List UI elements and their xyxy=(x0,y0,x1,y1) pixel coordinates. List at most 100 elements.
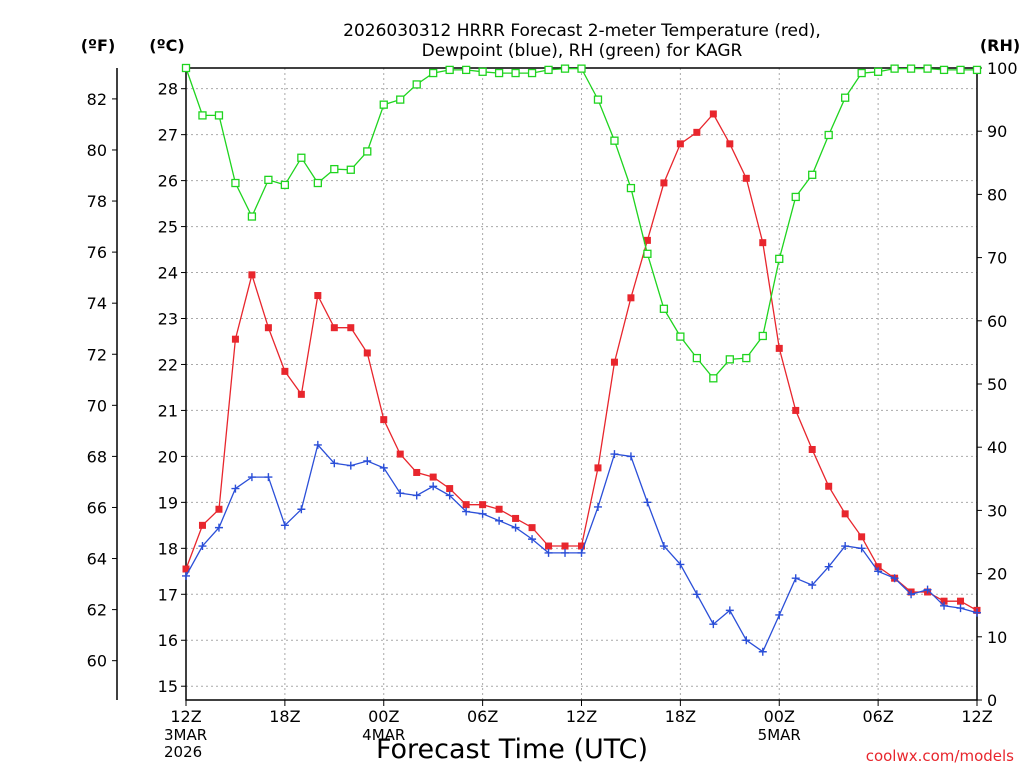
rh-point xyxy=(873,67,883,76)
rh-point xyxy=(181,63,191,73)
rh-tick-label: 50 xyxy=(987,375,1007,394)
temperature-point xyxy=(215,505,223,513)
dewpoint-point xyxy=(379,463,388,472)
temperature-point xyxy=(874,563,882,571)
rh-point xyxy=(330,164,339,174)
dewpoint-point xyxy=(742,636,751,645)
temperature-point xyxy=(561,542,569,550)
dewpoint-point xyxy=(561,548,570,557)
temperature-point xyxy=(446,485,454,493)
dewpoint-point xyxy=(478,509,487,518)
celsius-tick-label: 26 xyxy=(158,172,178,191)
axes-layer xyxy=(112,67,982,706)
rh-point xyxy=(659,304,669,313)
rh-tick-label: 60 xyxy=(987,312,1007,331)
rh-point xyxy=(610,136,619,145)
celsius-tick-label: 22 xyxy=(158,355,178,374)
temperature-point xyxy=(676,140,684,148)
fahrenheit-tick-label: 60 xyxy=(87,652,107,671)
temperature-point xyxy=(264,324,272,332)
dewpoint-point xyxy=(874,567,883,576)
celsius-tick-label: 23 xyxy=(158,310,178,329)
rh-point xyxy=(692,353,702,363)
dewpoint-point xyxy=(231,484,240,493)
rh-point xyxy=(511,68,520,78)
dewpoint-point xyxy=(791,574,800,583)
temperature-point xyxy=(495,505,503,513)
temperature-point xyxy=(281,367,289,375)
dewpoint-point xyxy=(214,523,223,532)
temperature-point xyxy=(545,542,553,550)
rh-point xyxy=(494,68,504,78)
temperature-point xyxy=(841,510,849,518)
dewpoint-point xyxy=(890,574,899,583)
dewpoint-point xyxy=(429,482,438,491)
celsius-tick-label: 21 xyxy=(158,401,178,420)
dewpoint-point xyxy=(313,440,322,449)
celsius-tick-label: 19 xyxy=(158,493,178,512)
rh-point xyxy=(824,130,833,140)
temperature-point xyxy=(858,533,866,541)
rh-point xyxy=(445,65,454,75)
temperature-point xyxy=(759,239,767,247)
dewpoint-point xyxy=(973,608,981,617)
dewpoint-point xyxy=(676,560,685,569)
rh-point xyxy=(890,64,899,73)
rh-point xyxy=(956,65,965,75)
rh-tick-label: 0 xyxy=(987,691,997,710)
celsius-tick-label: 18 xyxy=(158,539,178,558)
date-label: 4MAR xyxy=(362,726,405,744)
date-label: 3MAR xyxy=(164,726,207,744)
dewpoint-point xyxy=(182,571,190,580)
dewpoint-point xyxy=(709,620,718,629)
dewpoint-point xyxy=(247,473,256,482)
fahrenheit-tick-label: 72 xyxy=(87,345,107,364)
rh-point xyxy=(280,180,290,190)
dewpoint-point xyxy=(330,459,339,468)
dewpoint-point xyxy=(528,535,537,544)
temperature-point xyxy=(413,468,421,476)
rh-point xyxy=(264,175,273,185)
temperature-point xyxy=(792,406,800,414)
dewpoint-point xyxy=(659,542,668,551)
x-tick-label: 18Z xyxy=(665,707,696,726)
dewpoint-point xyxy=(346,461,355,470)
rh-point xyxy=(544,65,553,75)
dewpoint-point xyxy=(363,456,372,465)
celsius-tick-label: 16 xyxy=(158,631,178,650)
rh-point xyxy=(198,111,207,120)
rh-point xyxy=(709,374,718,383)
dewpoint-point xyxy=(593,502,602,511)
temperature-point xyxy=(396,450,404,458)
rh-point xyxy=(725,355,734,364)
chart-title-line-1: 2026030312 HRRR Forecast 2-meter Tempera… xyxy=(343,21,821,41)
rh-point xyxy=(560,64,570,73)
rh-point xyxy=(214,111,224,120)
dewpoint-point xyxy=(808,581,817,590)
dewpoint-point xyxy=(725,606,734,615)
rh-point xyxy=(626,183,636,193)
dewpoint-point xyxy=(824,562,833,571)
rh-point xyxy=(363,147,372,156)
temperature-point xyxy=(512,514,520,522)
dewpoint-point xyxy=(264,473,273,482)
rh-point xyxy=(775,254,784,264)
rh-tick-label: 40 xyxy=(987,438,1007,457)
rh-tick-label: 20 xyxy=(987,565,1007,584)
fahrenheit-unit-label: (ºF) xyxy=(81,36,116,55)
temperature-point xyxy=(462,501,470,509)
temperature-point xyxy=(660,179,668,187)
fahrenheit-tick-label: 74 xyxy=(87,294,107,313)
rh-tick-label: 30 xyxy=(987,501,1007,520)
rh-point xyxy=(297,153,306,162)
fahrenheit-tick-label: 82 xyxy=(87,90,107,109)
temperature-point xyxy=(479,501,487,509)
dewpoint-point xyxy=(775,610,784,619)
fahrenheit-tick-label: 64 xyxy=(87,550,107,569)
temperature-point xyxy=(198,521,206,529)
date-label: 5MAR xyxy=(758,726,801,744)
x-tick-label: 12Z xyxy=(566,707,597,726)
rh-tick-label: 10 xyxy=(987,628,1007,647)
rh-point xyxy=(972,65,982,75)
